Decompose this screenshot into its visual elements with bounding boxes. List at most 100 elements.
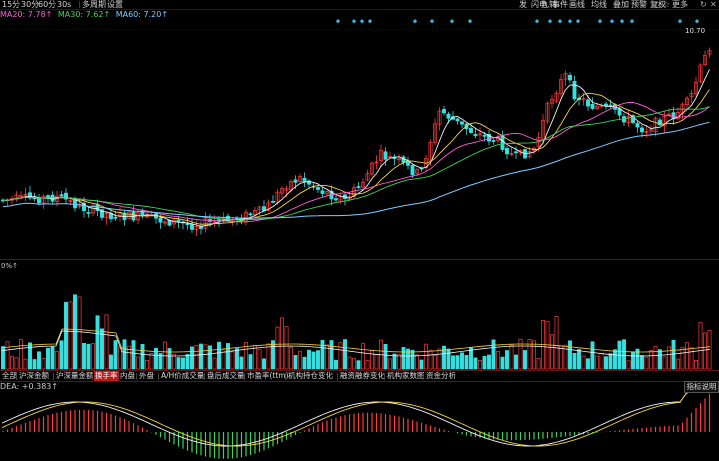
signal-diamond (567, 19, 573, 24)
volume-bar (433, 355, 437, 370)
signal-diamond (677, 19, 683, 24)
tool-5[interactable]: 均线 (591, 0, 607, 9)
candle-body (253, 210, 257, 216)
volume-bar (482, 355, 487, 370)
indicator-tab-11[interactable]: 机构家数图 (387, 371, 425, 380)
indicator-tab-6[interactable]: A/H价成交量 (161, 371, 205, 380)
tool-3[interactable]: 事件 (552, 0, 568, 9)
candle-body (581, 98, 586, 101)
candle-body (365, 173, 370, 181)
indicator-tab-1[interactable]: 沪深金额 (19, 371, 49, 380)
volume-bar (176, 357, 181, 370)
indicator-tab-3[interactable]: 换手率 (94, 371, 119, 381)
candle-body (64, 192, 68, 200)
indicator-tab-0[interactable]: 全部 (2, 371, 17, 380)
close-icon[interactable]: ✕ (710, 0, 717, 9)
volume-bar (77, 296, 82, 370)
candle-body (662, 115, 667, 127)
volume-bar (316, 350, 320, 370)
volume-bar (50, 346, 55, 370)
volume-bar (64, 301, 68, 370)
volume-bar (293, 355, 298, 370)
tool-2[interactable]: 九转 (541, 0, 557, 9)
volume-bar (352, 357, 356, 370)
candle-body (217, 219, 221, 221)
candle-body (284, 188, 289, 191)
volume-bar (329, 340, 334, 370)
volume-bar (532, 340, 536, 370)
volume-bar (626, 360, 631, 370)
candle-body (158, 217, 163, 223)
indicator-tab-7[interactable]: 盘后成交量 (207, 371, 245, 380)
refresh-icon[interactable]: ↻ (700, 0, 707, 9)
volume-bar (334, 359, 338, 370)
ma5-line (2, 69, 710, 227)
indicator-tab-4[interactable]: 内盘 (120, 371, 135, 380)
candle-body (559, 79, 563, 95)
volume-bar (415, 354, 419, 370)
indicator-tab-2[interactable]: 沪深量金额 (56, 371, 94, 380)
volume-bar (311, 351, 316, 370)
candle-body (302, 177, 307, 183)
indicator-explain-button[interactable]: 指标说明 (684, 381, 719, 393)
candle-body (410, 165, 415, 176)
indicator-tab-5[interactable]: 外盘 (139, 371, 154, 380)
volume-bar (509, 344, 514, 370)
candle-body (289, 180, 293, 191)
volume-bar (343, 339, 347, 370)
volume-bar (217, 341, 221, 370)
volume-bar (199, 343, 203, 370)
tool-7[interactable]: 预警 (631, 0, 647, 9)
tool-8[interactable]: 复权 (650, 0, 666, 9)
circle-icon[interactable]: ○ (655, 0, 662, 9)
candle-body (694, 81, 698, 95)
tab-separator (158, 373, 159, 380)
volume-bar (370, 350, 374, 370)
volume-bar (676, 358, 680, 370)
tool-6[interactable]: 叠加 (613, 0, 629, 9)
volume-bar (424, 343, 428, 370)
signal-diamond (575, 19, 581, 24)
period-1[interactable]: 30分 (21, 0, 40, 9)
period-2[interactable]: 60分 (38, 0, 57, 9)
signal-diamond (351, 19, 357, 24)
volume-bar (451, 355, 455, 370)
volume-bar (464, 355, 469, 370)
indicator-tab-12[interactable]: 资金分析 (426, 371, 456, 380)
toolbar-separator (35, 1, 36, 8)
period-0[interactable]: 15分 (2, 0, 21, 9)
star-icon[interactable]: ☆ (663, 0, 671, 9)
volume-bar (131, 340, 136, 370)
candle-body (383, 151, 388, 160)
tab-separator (16, 373, 17, 380)
period-4[interactable]: 多周期 (82, 0, 106, 9)
signal-diamond (629, 19, 635, 24)
indicator-tab-8[interactable]: 市盈率(ttm) (247, 371, 289, 380)
tool-1[interactable]: 闪电 (531, 0, 547, 9)
candle-body (658, 119, 662, 126)
volume-bar (208, 345, 212, 370)
indicator-tab-9[interactable]: 机构持仓变化 (288, 371, 333, 380)
indicator-tab-10[interactable]: 融资融券变化 (340, 371, 385, 380)
signal-diamond (467, 19, 473, 24)
period-3[interactable]: 30s (57, 0, 72, 9)
volume-bar (239, 356, 244, 370)
volume-bar (590, 341, 595, 370)
tool-4[interactable]: 画线 (569, 0, 585, 9)
volume-bar (505, 350, 509, 370)
candle-body (293, 179, 298, 183)
candle-body (379, 150, 383, 161)
candle-body (23, 193, 28, 196)
candle-body (667, 113, 671, 116)
signal-diamond (359, 19, 365, 24)
candle-body (388, 156, 392, 158)
tool-9[interactable]: 更多 (672, 0, 688, 9)
volume-bar (613, 349, 617, 370)
tool-0[interactable]: 发 (519, 0, 527, 9)
period-5[interactable]: 设置 (107, 0, 123, 9)
toolbar-separator (54, 1, 55, 8)
volume-bar (100, 328, 104, 370)
volume-bar (298, 350, 302, 370)
candle-body (41, 195, 46, 204)
